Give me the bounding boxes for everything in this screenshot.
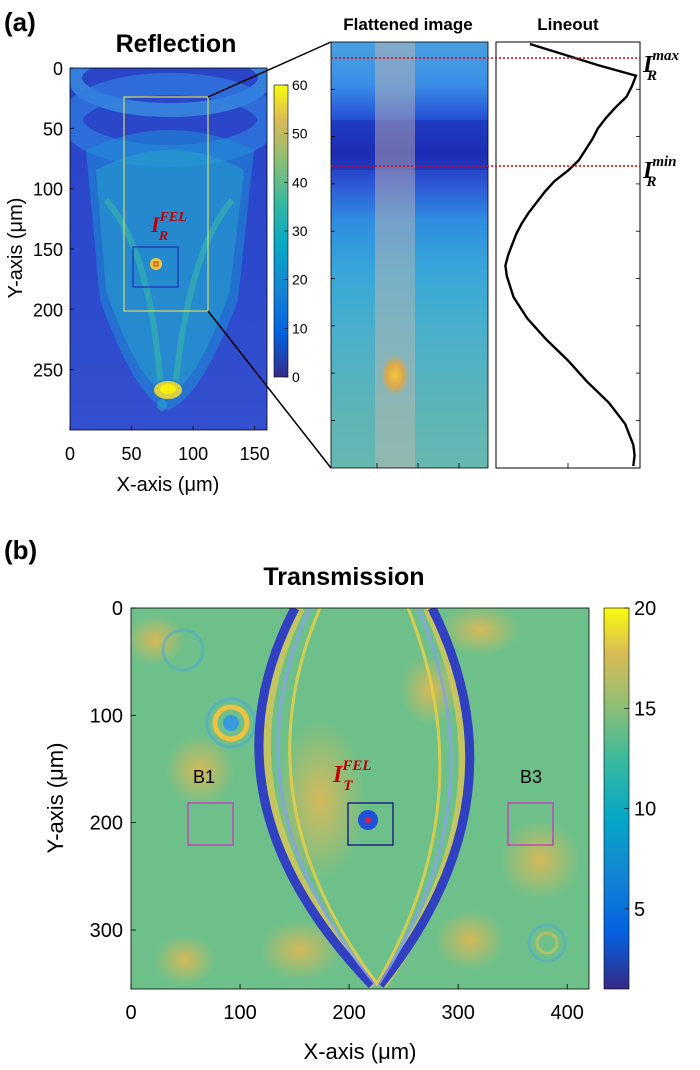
panel-a-label: (a) [4, 7, 36, 37]
transmission-y-tick-label: 100 [90, 705, 123, 727]
reflection-heatmap [70, 68, 267, 430]
reflection-x-tick-label: 0 [65, 444, 75, 464]
transmission-heatmap [131, 608, 589, 989]
reflection-colorbar-tick-label: 0 [292, 369, 300, 385]
reflection-y-tick-label: 100 [33, 180, 63, 200]
reflection-x-axis-label: X-axis (μm) [117, 474, 220, 496]
reflection-y-axis-label: Y-axis (μm) [5, 198, 27, 299]
zoom-line-top [207, 41, 332, 98]
box-b1 [187, 802, 234, 846]
it-fel-label: IFEL T [332, 758, 371, 794]
reflection-y-ticks: 0 50 100 150 200 250 [33, 59, 74, 381]
reflection-colorbar-tick-label: 30 [292, 223, 308, 239]
ir-max-label: Imax R [642, 48, 680, 84]
transmission-colorbar-tick-label: 20 [634, 598, 656, 620]
transmission-x-tick-label: 300 [441, 1002, 474, 1024]
reflection-selection-box [123, 96, 209, 312]
reflection-y-tick-label: 0 [53, 59, 63, 79]
reflection-colorbar-tick-label: 40 [292, 174, 308, 190]
reflection-colorbar-tick-label: 50 [292, 126, 308, 142]
flattened-image-ticks [331, 88, 460, 468]
reflection-colorbar-ticks: 0 10 20 30 40 50 60 [284, 77, 308, 385]
transmission-colorbar-ticks: 5 10 15 20 [624, 598, 656, 921]
transmission-x-tick-label: 0 [125, 1002, 136, 1024]
transmission-title: Transmission [263, 563, 424, 591]
reflection-y-tick-label: 200 [33, 300, 63, 320]
transmission-plot-frame [130, 607, 590, 990]
zoom-line-bottom [207, 310, 332, 469]
ir-fel-label: IFEL R [150, 210, 187, 244]
reflection-colorbar-tick-label: 20 [292, 272, 308, 288]
transmission-y-ticks: 0 100 200 300 [90, 598, 136, 942]
transmission-y-tick-label: 200 [90, 813, 123, 835]
transmission-y-tick-label: 0 [112, 598, 123, 620]
transmission-y-axis-label: Y-axis (μm) [43, 743, 68, 854]
box-b3 [507, 802, 554, 846]
flattened-image-frame [330, 41, 489, 469]
reflection-x-tick-label: 150 [240, 444, 270, 464]
reflection-fel-box [132, 246, 179, 288]
reflection-y-tick-label: 250 [33, 361, 63, 381]
transmission-x-tick-label: 200 [332, 1002, 365, 1024]
reflection-x-ticks: 0 50 100 150 [65, 426, 270, 464]
transmission-x-ticks: 0 100 200 300 400 [125, 984, 584, 1024]
transmission-x-tick-label: 400 [551, 1002, 584, 1024]
reflection-y-tick-label: 150 [33, 240, 63, 260]
flattened-image-title: Flattened image [343, 15, 472, 34]
reflection-colorbar-tick-label: 10 [292, 320, 308, 336]
box-b1-label: B1 [193, 767, 215, 787]
panel-b-label: (b) [4, 535, 37, 565]
transmission-colorbar-tick-label: 15 [634, 698, 656, 720]
flattened-image [331, 42, 488, 468]
reflection-fel-point [153, 261, 159, 267]
lineout-curve [504, 42, 638, 467]
reflection-x-tick-label: 50 [122, 444, 142, 464]
transmission-colorbar-tick-label: 5 [634, 899, 645, 921]
transmission-x-axis-label: X-axis (μm) [304, 1039, 417, 1064]
reflection-title: Reflection [116, 30, 237, 58]
lineout-title: Lineout [537, 15, 599, 34]
transmission-colorbar [603, 607, 630, 990]
lineout-ticks [567, 88, 640, 468]
transmission-x-tick-label: 100 [223, 1002, 256, 1024]
reflection-y-tick-label: 50 [43, 119, 63, 139]
box-fel [347, 802, 394, 846]
reflection-colorbar-tick-label: 60 [292, 77, 308, 93]
transmission-y-tick-label: 300 [90, 920, 123, 942]
reflection-x-tick-label: 100 [178, 444, 208, 464]
lineout-frame [495, 41, 641, 469]
transmission-colorbar-tick-label: 10 [634, 799, 656, 821]
ir-min-label: Imin R [642, 154, 677, 190]
box-b3-label: B3 [520, 767, 542, 787]
